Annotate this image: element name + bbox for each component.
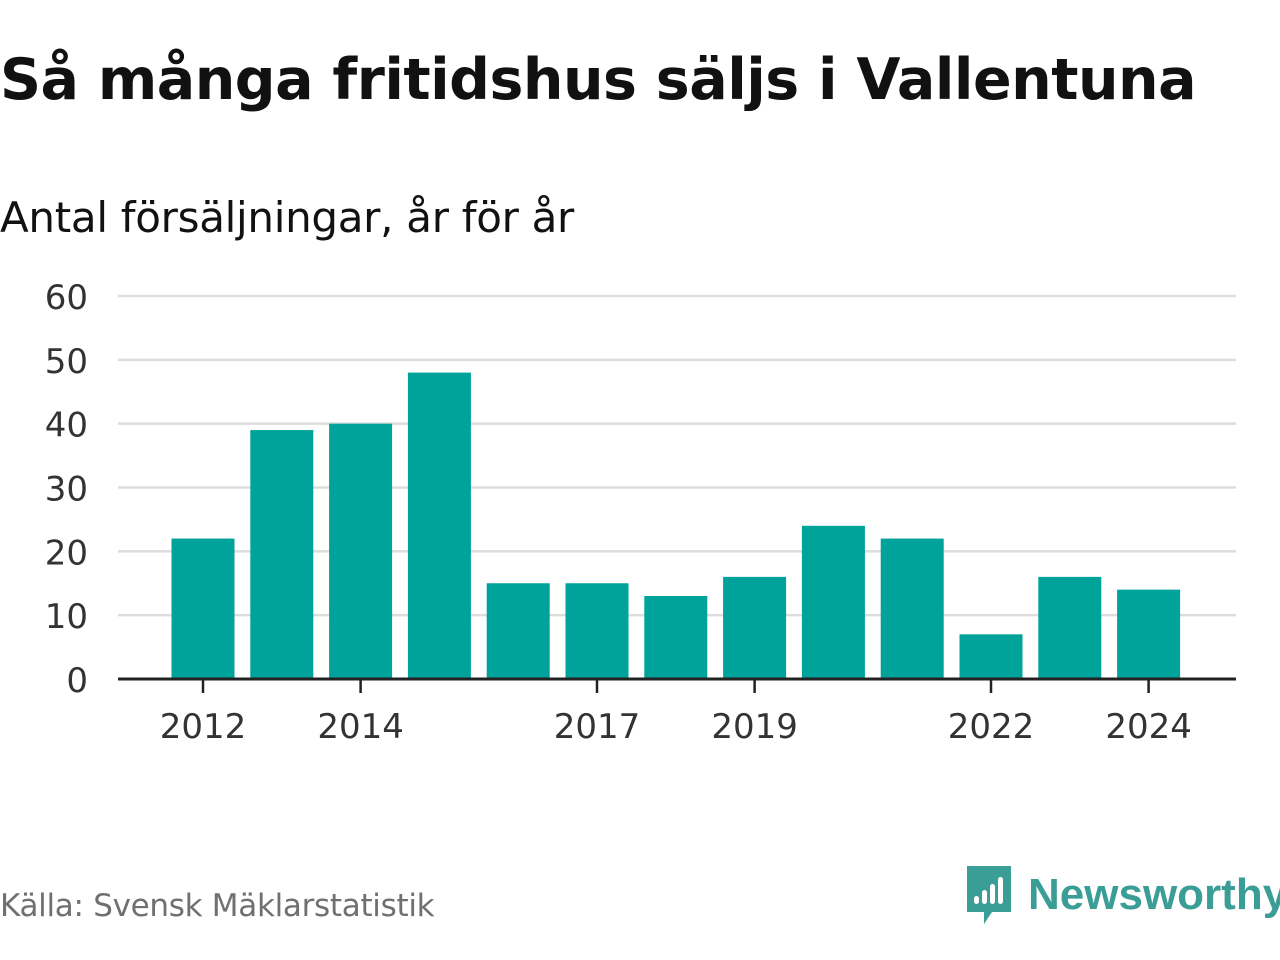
bar-2015 xyxy=(407,372,471,679)
bar-2016 xyxy=(486,583,550,679)
y-tick-label: 60 xyxy=(45,278,88,318)
bar-2018 xyxy=(644,596,708,679)
x-tick-label: 2022 xyxy=(948,707,1035,747)
chart-title: Så många fritidshus säljs i Vallentuna xyxy=(0,47,1197,113)
bar-2022 xyxy=(959,634,1023,679)
bar-2019 xyxy=(723,576,787,679)
y-tick-label: 50 xyxy=(45,342,88,382)
brand-name: Newsworthy xyxy=(1028,870,1280,919)
bar-2012 xyxy=(171,538,235,679)
x-tick-label: 2014 xyxy=(317,707,404,747)
bar-2017 xyxy=(565,583,629,679)
brand-logo: Newsworthy xyxy=(964,862,1280,928)
bar-2021 xyxy=(880,538,944,679)
bar-2023 xyxy=(1038,576,1102,679)
bar-2013 xyxy=(250,430,314,679)
y-tick-label: 10 xyxy=(45,597,88,637)
x-tick-label: 2017 xyxy=(554,707,641,747)
newsworthy-logo-icon xyxy=(967,866,1011,924)
x-tick-label: 2012 xyxy=(160,707,247,747)
y-tick-label: 20 xyxy=(45,533,88,573)
y-tick-label: 40 xyxy=(45,406,88,446)
bar-2024 xyxy=(1117,589,1181,679)
bar-2020 xyxy=(801,525,865,679)
y-tick-label: 30 xyxy=(45,470,88,510)
source-note: Källa: Svensk Mäklarstatistik xyxy=(0,888,435,924)
x-tick-label: 2024 xyxy=(1105,707,1192,747)
chart-subtitle: Antal försäljningar, år för år xyxy=(0,193,575,242)
bar-2014 xyxy=(329,423,393,679)
x-tick-label: 2019 xyxy=(711,707,798,747)
y-tick-label: 0 xyxy=(66,661,88,701)
